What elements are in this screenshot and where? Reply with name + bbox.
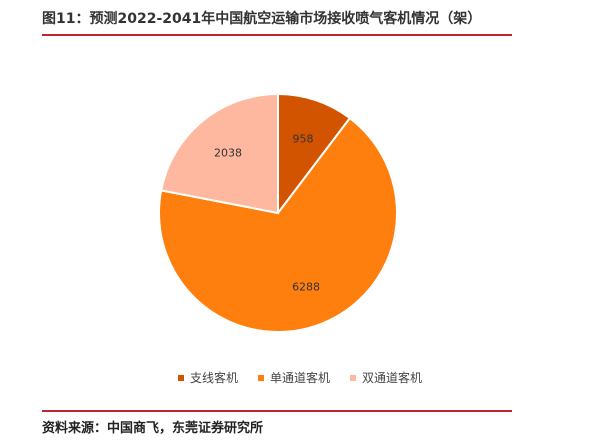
legend-swatch-wide-body	[350, 374, 356, 381]
data-label-regional: 958	[293, 133, 314, 146]
bottom-divider	[42, 410, 512, 412]
chart-title: 图11：预测2022-2041年中国航空运输市场接收喷气客机情况（架）	[42, 11, 482, 27]
top-divider	[42, 34, 512, 36]
pie-slice-regional	[277, 92, 352, 216]
data-label-single-aisle: 6288	[292, 280, 320, 293]
chart-legend: 支线客机 单通道客机 双通道客机	[0, 369, 600, 386]
chart-area: 958 6288 2038	[0, 36, 600, 408]
legend-label-wide-body: 双通道客机	[362, 371, 423, 385]
legend-item-regional: 支线客机	[177, 369, 238, 386]
pie-slice-wide-body	[160, 92, 279, 215]
legend-swatch-regional	[177, 374, 184, 381]
legend-label-single-aisle: 单通道客机	[269, 371, 330, 385]
legend-item-single-aisle: 单通道客机	[257, 369, 330, 386]
data-label-wide-body: 2038	[214, 146, 242, 159]
pie-chart: 958 6288 2038	[158, 92, 398, 333]
legend-item-wide-body: 双通道客机	[350, 369, 422, 386]
legend-label-regional: 支线客机	[189, 371, 238, 385]
pie-slice-single-aisle	[158, 116, 398, 333]
source-note: 资料来源：中国商飞，东莞证券研究所	[42, 421, 264, 436]
legend-swatch-single-aisle	[257, 374, 264, 381]
